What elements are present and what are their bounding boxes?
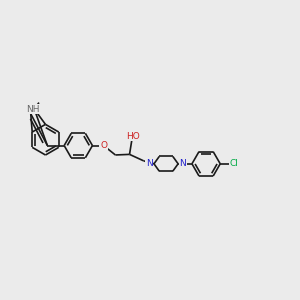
Text: N: N bbox=[146, 159, 153, 168]
Text: N: N bbox=[179, 159, 186, 168]
Text: O: O bbox=[100, 141, 107, 150]
Text: NH: NH bbox=[26, 105, 40, 114]
Text: HO: HO bbox=[127, 132, 140, 141]
Text: Cl: Cl bbox=[230, 159, 239, 168]
